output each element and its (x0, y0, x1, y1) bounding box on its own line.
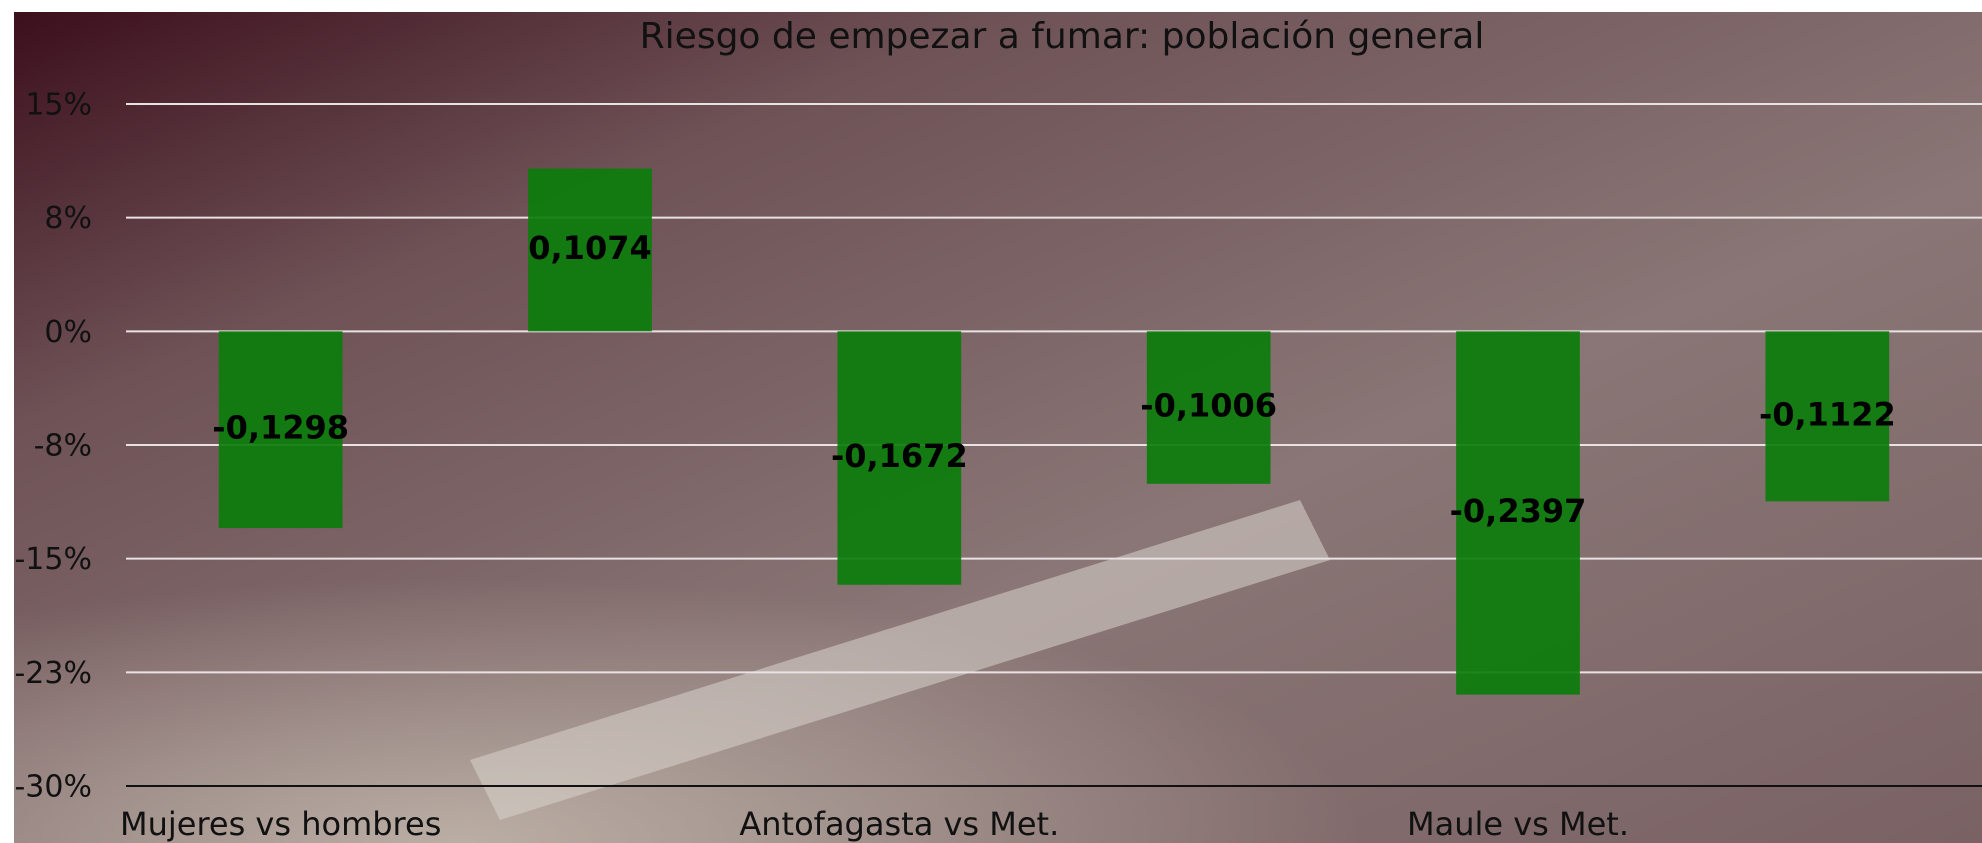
y-tick-label: 15% (25, 88, 92, 123)
value-label: -0,1122 (1759, 395, 1896, 433)
value-label: -0,1006 (1140, 387, 1277, 425)
value-label: -0,1672 (831, 437, 968, 475)
y-tick-label: -23% (14, 656, 92, 691)
y-tick-label: -15% (14, 542, 92, 577)
y-tick-label: -30% (14, 770, 92, 805)
cigarette (470, 500, 1330, 820)
bar (1456, 331, 1580, 695)
bar (1765, 331, 1890, 502)
value-label: 0,1074 (528, 229, 651, 267)
value-label: -0,1298 (212, 409, 349, 447)
value-label: -0,2397 (1450, 492, 1587, 530)
bar (528, 168, 652, 332)
bar (218, 331, 343, 529)
bar (1146, 331, 1271, 484)
y-tick-label: -8% (34, 429, 92, 464)
y-tick-label: 0% (44, 315, 92, 350)
x-tick-label: Mujeres vs hombres (120, 805, 441, 843)
chart-title: Riesgo de empezar a fumar: población gen… (640, 16, 1485, 57)
x-tick-label: Antofagasta vs Met. (739, 805, 1059, 843)
bar (837, 331, 962, 585)
x-tick-label: Maule vs Met. (1407, 805, 1629, 843)
y-tick-label: 8% (44, 201, 92, 236)
